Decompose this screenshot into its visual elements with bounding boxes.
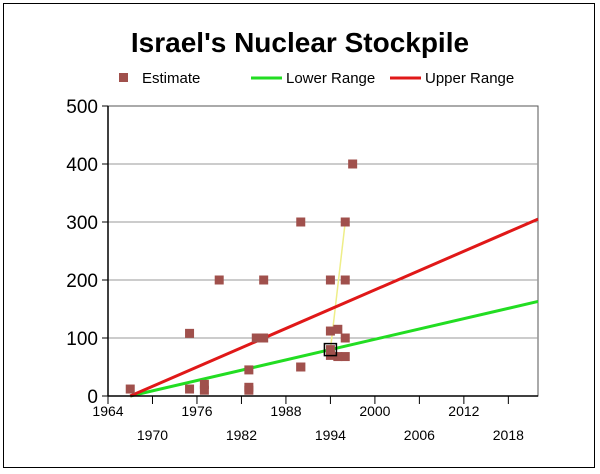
- x-tick-label: 2000: [359, 403, 390, 419]
- estimate-point: [340, 275, 350, 285]
- legend-estimate-marker: [119, 73, 128, 82]
- estimate-point: [251, 333, 261, 343]
- highlight-point: [323, 342, 338, 357]
- estimate-point: [325, 345, 335, 355]
- x-tick-label: 1988: [270, 403, 301, 419]
- estimate-point: [296, 217, 306, 227]
- estimate-point: [244, 385, 254, 395]
- y-tick-label: 400: [66, 155, 98, 176]
- estimate-point: [348, 159, 358, 169]
- upper-range-line: [129, 217, 539, 398]
- estimate-point: [296, 362, 306, 372]
- estimate-point: [244, 365, 254, 375]
- y-tick-label: 200: [66, 271, 98, 292]
- legend-upper-label: Upper Range: [425, 70, 514, 87]
- legend-estimate-label: Estimate: [142, 70, 200, 87]
- x-tick-label: 1970: [137, 427, 168, 443]
- estimate-points: [125, 159, 358, 395]
- chart-frame: Israel's Nuclear Stockpile Estimate Lowe…: [3, 3, 595, 468]
- estimate-point: [325, 275, 335, 285]
- y-tick-label: 300: [66, 213, 98, 234]
- estimate-point: [199, 385, 209, 395]
- estimate-point: [185, 384, 195, 394]
- gridlines: [108, 163, 538, 339]
- y-tick-label: 100: [66, 329, 98, 350]
- estimate-point: [185, 328, 195, 338]
- estimate-point: [333, 324, 343, 334]
- chart-svg: Israel's Nuclear Stockpile Estimate Lowe…: [66, 27, 539, 443]
- estimate-point: [325, 326, 335, 336]
- x-tick-label: 1964: [92, 403, 123, 419]
- estimate-point: [340, 217, 350, 227]
- estimate-point: [199, 379, 209, 389]
- x-tick-label: 2012: [448, 403, 479, 419]
- legend: Estimate Lower Range Upper Range: [119, 70, 514, 87]
- chart-title: Israel's Nuclear Stockpile: [131, 27, 469, 58]
- estimate-point: [340, 333, 350, 343]
- estimate-point: [214, 275, 224, 285]
- y-tick-label: 0: [87, 387, 98, 408]
- estimate-point: [259, 333, 269, 343]
- x-tick-label: 2018: [493, 427, 524, 443]
- x-tick-label: 1982: [226, 427, 257, 443]
- legend-lower-label: Lower Range: [286, 70, 375, 87]
- y-tick-label: 500: [66, 97, 98, 118]
- x-tick-label: 2006: [404, 427, 435, 443]
- estimate-point: [125, 384, 135, 394]
- x-tick-label: 1976: [181, 403, 212, 419]
- estimate-point: [333, 352, 343, 362]
- estimate-point: [340, 352, 350, 362]
- axes: 0 100 200 300 400 500 1964 1976 1988 2000 2012 1970…: [66, 97, 538, 443]
- estimate-point: [259, 275, 269, 285]
- x-tick-label: 1994: [315, 427, 346, 443]
